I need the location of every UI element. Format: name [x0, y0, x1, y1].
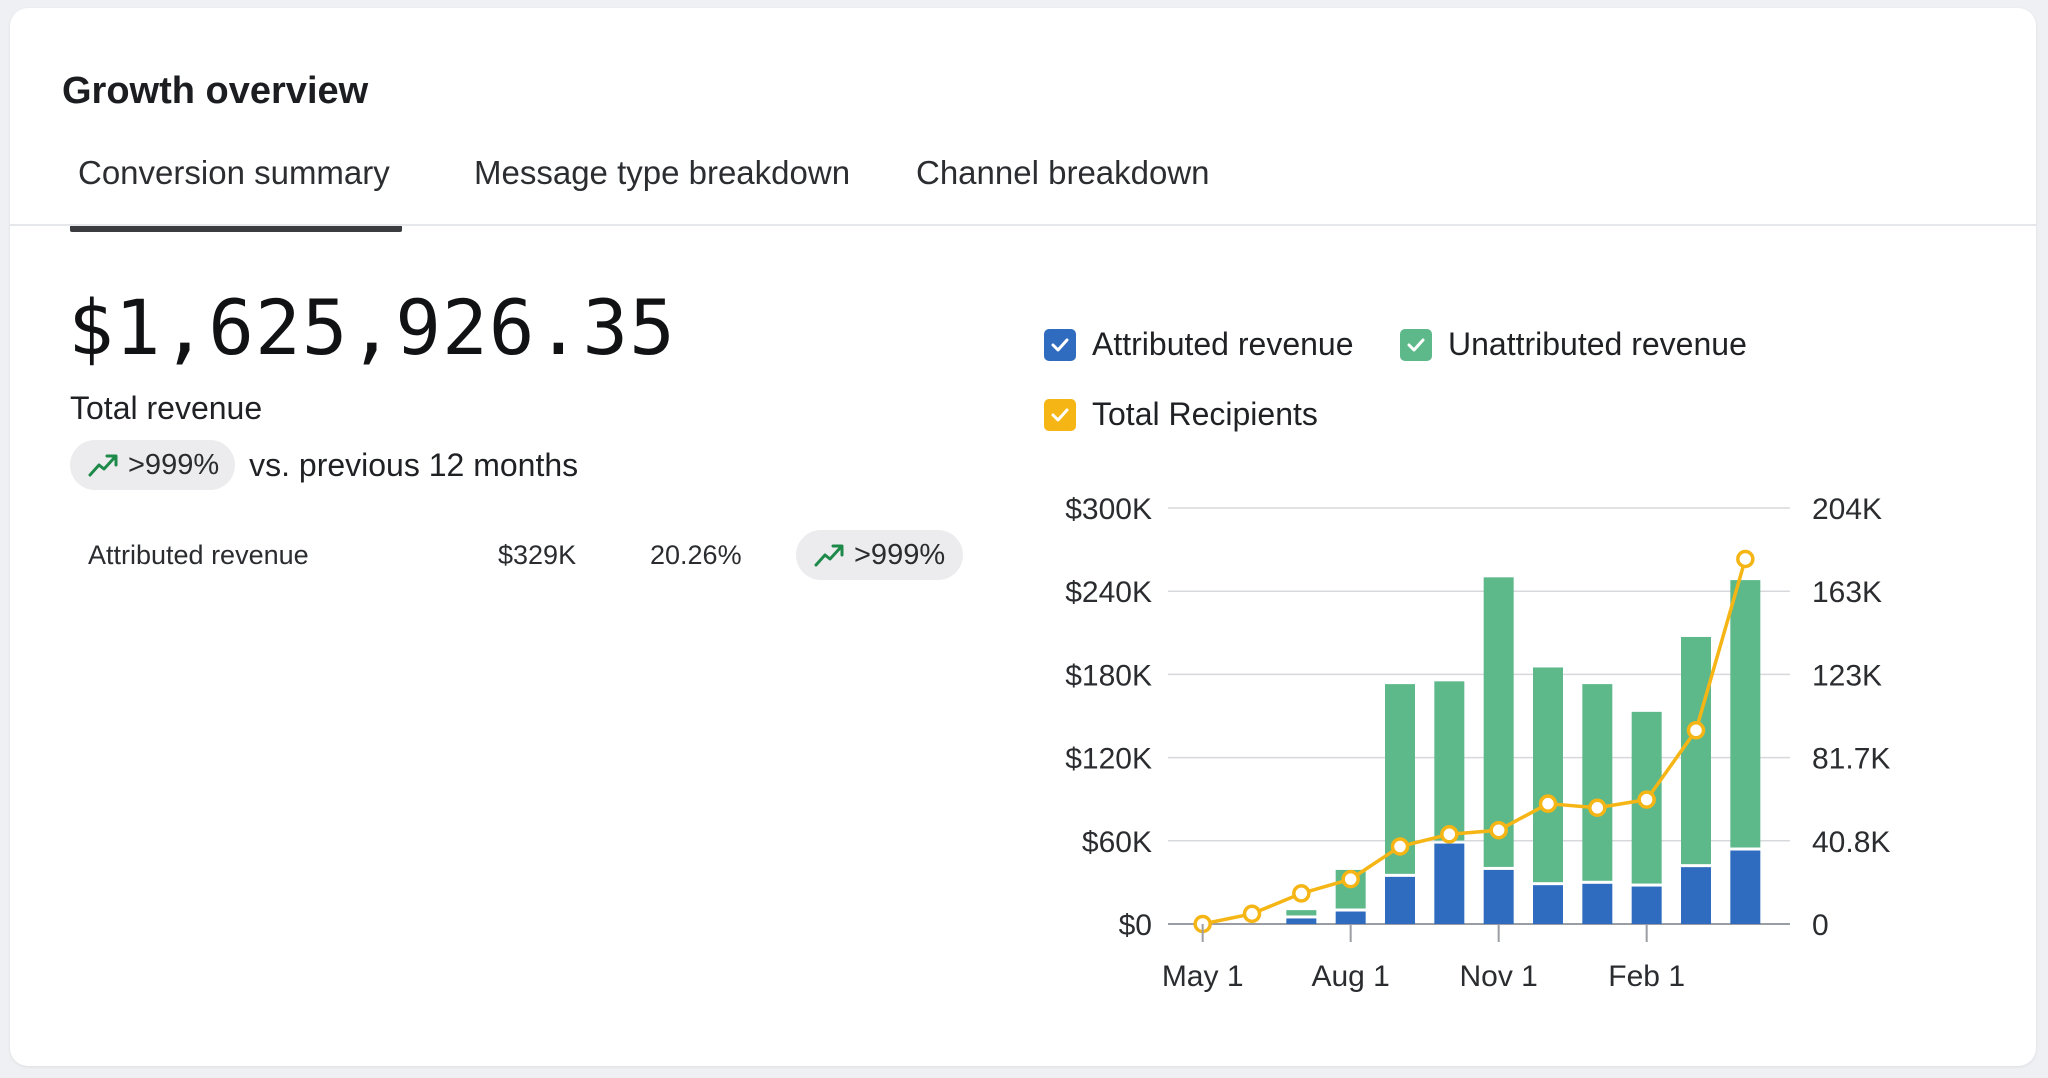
checkbox-checked-icon[interactable]: [1044, 328, 1076, 361]
recipients-point: [1440, 825, 1459, 844]
y-left-tick-label: $0: [1119, 909, 1152, 942]
recipients-point: [1637, 790, 1656, 809]
bar-attributed-revenue: [1385, 876, 1415, 924]
metric-change-badge: >999%: [796, 530, 964, 580]
revenue-change-row: >999% vs. previous 12 months: [70, 440, 578, 490]
metric-amount: $329K: [498, 540, 577, 570]
revenue-chart: $0 0 $60K 40.8K $120K 81.7K $180K 123K $240K 163K…: [1065, 493, 1890, 993]
growth-overview-card: Growth overview Conversion summary Messa…: [10, 8, 2036, 1066]
bar-attributed-revenue: [1434, 843, 1465, 924]
recipients-point: [1341, 869, 1360, 889]
bar-attributed-revenue: [1730, 850, 1761, 924]
x-tick-label: Nov 1: [1459, 960, 1537, 993]
legend-label: Unattributed revenue: [1448, 326, 1747, 362]
recipients-point: [1390, 837, 1410, 856]
total-revenue-label: Total revenue: [70, 390, 263, 426]
tab-conversion-summary[interactable]: Conversion summary: [70, 138, 402, 232]
bar-unattributed-revenue: [1483, 577, 1514, 867]
y-left-tick-label: $60K: [1082, 826, 1152, 859]
recipients-point: [1686, 721, 1706, 740]
recipients-point: [1736, 549, 1755, 569]
bar-unattributed-revenue: [1533, 667, 1563, 883]
tab-bar: Conversion summary Message type breakdow…: [70, 138, 2036, 234]
metric-label: Attributed revenue: [88, 540, 309, 570]
bar-unattributed-revenue: [1582, 684, 1613, 881]
recipients-point: [1292, 884, 1311, 903]
checkbox-checked-icon[interactable]: [1044, 398, 1076, 431]
legend-total-recipients[interactable]: Total Recipients: [1044, 396, 1318, 433]
y-right-tick-label: 204K: [1812, 493, 1882, 526]
tab-message-type-breakdown[interactable]: Message type breakdown: [474, 154, 851, 191]
bar-attributed-revenue: [1681, 867, 1711, 924]
card-title: Growth overview: [62, 70, 369, 112]
tab-channel-breakdown[interactable]: Channel breakdown: [916, 154, 1210, 191]
change-comparison-text: vs. previous 12 months: [249, 446, 579, 483]
tab-divider: [10, 224, 2036, 226]
bar-attributed-revenue: [1631, 886, 1662, 924]
y-right-tick-label: 0: [1812, 909, 1829, 942]
bar-unattributed-revenue: [1681, 636, 1711, 865]
legend-attributed-revenue[interactable]: Attributed revenue: [1044, 326, 1354, 363]
bar-attributed-revenue: [1286, 918, 1317, 924]
recipients-point: [1242, 904, 1262, 924]
y-right-tick-label: 81.7K: [1812, 743, 1890, 776]
recipients-line: [1202, 558, 1748, 926]
checkbox-checked-icon[interactable]: [1400, 328, 1432, 361]
y-left-tick-label: $300K: [1065, 493, 1152, 526]
recipients-point: [1538, 794, 1558, 813]
bar-unattributed-revenue: [1730, 580, 1761, 848]
y-right-tick-label: 163K: [1812, 576, 1882, 609]
y-right-tick-label: 40.8K: [1812, 826, 1890, 859]
legend-label: Attributed revenue: [1092, 326, 1354, 362]
bar-attributed-revenue: [1335, 911, 1366, 924]
x-tick-label: Aug 1: [1311, 960, 1389, 993]
change-value: >999%: [128, 448, 220, 481]
y-right-tick-label: 123K: [1812, 659, 1882, 692]
y-left-tick-label: $120K: [1065, 743, 1152, 776]
recipients-point: [1588, 798, 1607, 818]
trending-up-icon: [88, 452, 120, 478]
trending-up-icon: [814, 542, 846, 568]
bar-attributed-revenue: [1533, 885, 1563, 924]
recipients-point: [1489, 820, 1508, 840]
legend-unattributed-revenue[interactable]: Unattributed revenue: [1400, 326, 1747, 363]
metric-share: 20.26%: [650, 540, 742, 570]
bar-unattributed-revenue: [1286, 910, 1317, 916]
legend-label: Total Recipients: [1092, 396, 1318, 432]
x-tick-label: May 1: [1162, 960, 1244, 993]
y-left-tick-label: $180K: [1065, 659, 1152, 692]
bar-attributed-revenue: [1582, 883, 1613, 924]
change-badge: >999%: [70, 440, 236, 490]
total-revenue-value: $1,625,926.35: [68, 283, 676, 372]
metric-change-value: >999%: [854, 538, 946, 571]
bar-attributed-revenue: [1483, 869, 1514, 924]
bar-unattributed-revenue: [1434, 681, 1465, 841]
x-tick-label: Feb 1: [1608, 960, 1685, 993]
attributed-revenue-row: Attributed revenue $329K 20.26% >999%: [88, 530, 988, 586]
y-left-tick-label: $240K: [1065, 576, 1152, 609]
